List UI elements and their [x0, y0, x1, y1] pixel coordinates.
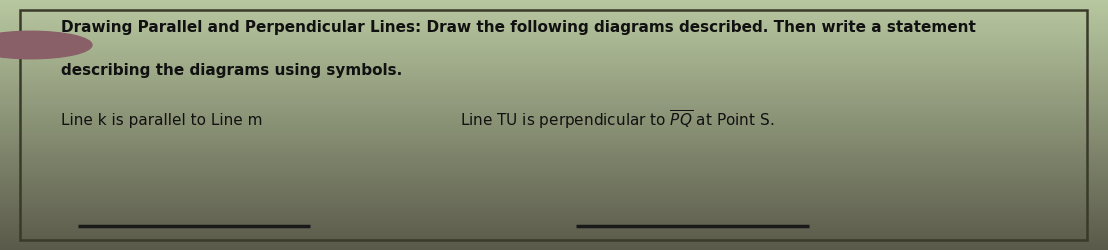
Text: Drawing Parallel and Perpendicular Lines: Draw the following diagrams described.: Drawing Parallel and Perpendicular Lines…	[61, 20, 976, 35]
Text: describing the diagrams using symbols.: describing the diagrams using symbols.	[61, 62, 402, 78]
Text: Line k is parallel to Line m: Line k is parallel to Line m	[61, 112, 263, 128]
Circle shape	[0, 31, 92, 59]
Text: Line TU is perpendicular to $\overline{PQ}$ at Point S.: Line TU is perpendicular to $\overline{P…	[460, 108, 774, 132]
